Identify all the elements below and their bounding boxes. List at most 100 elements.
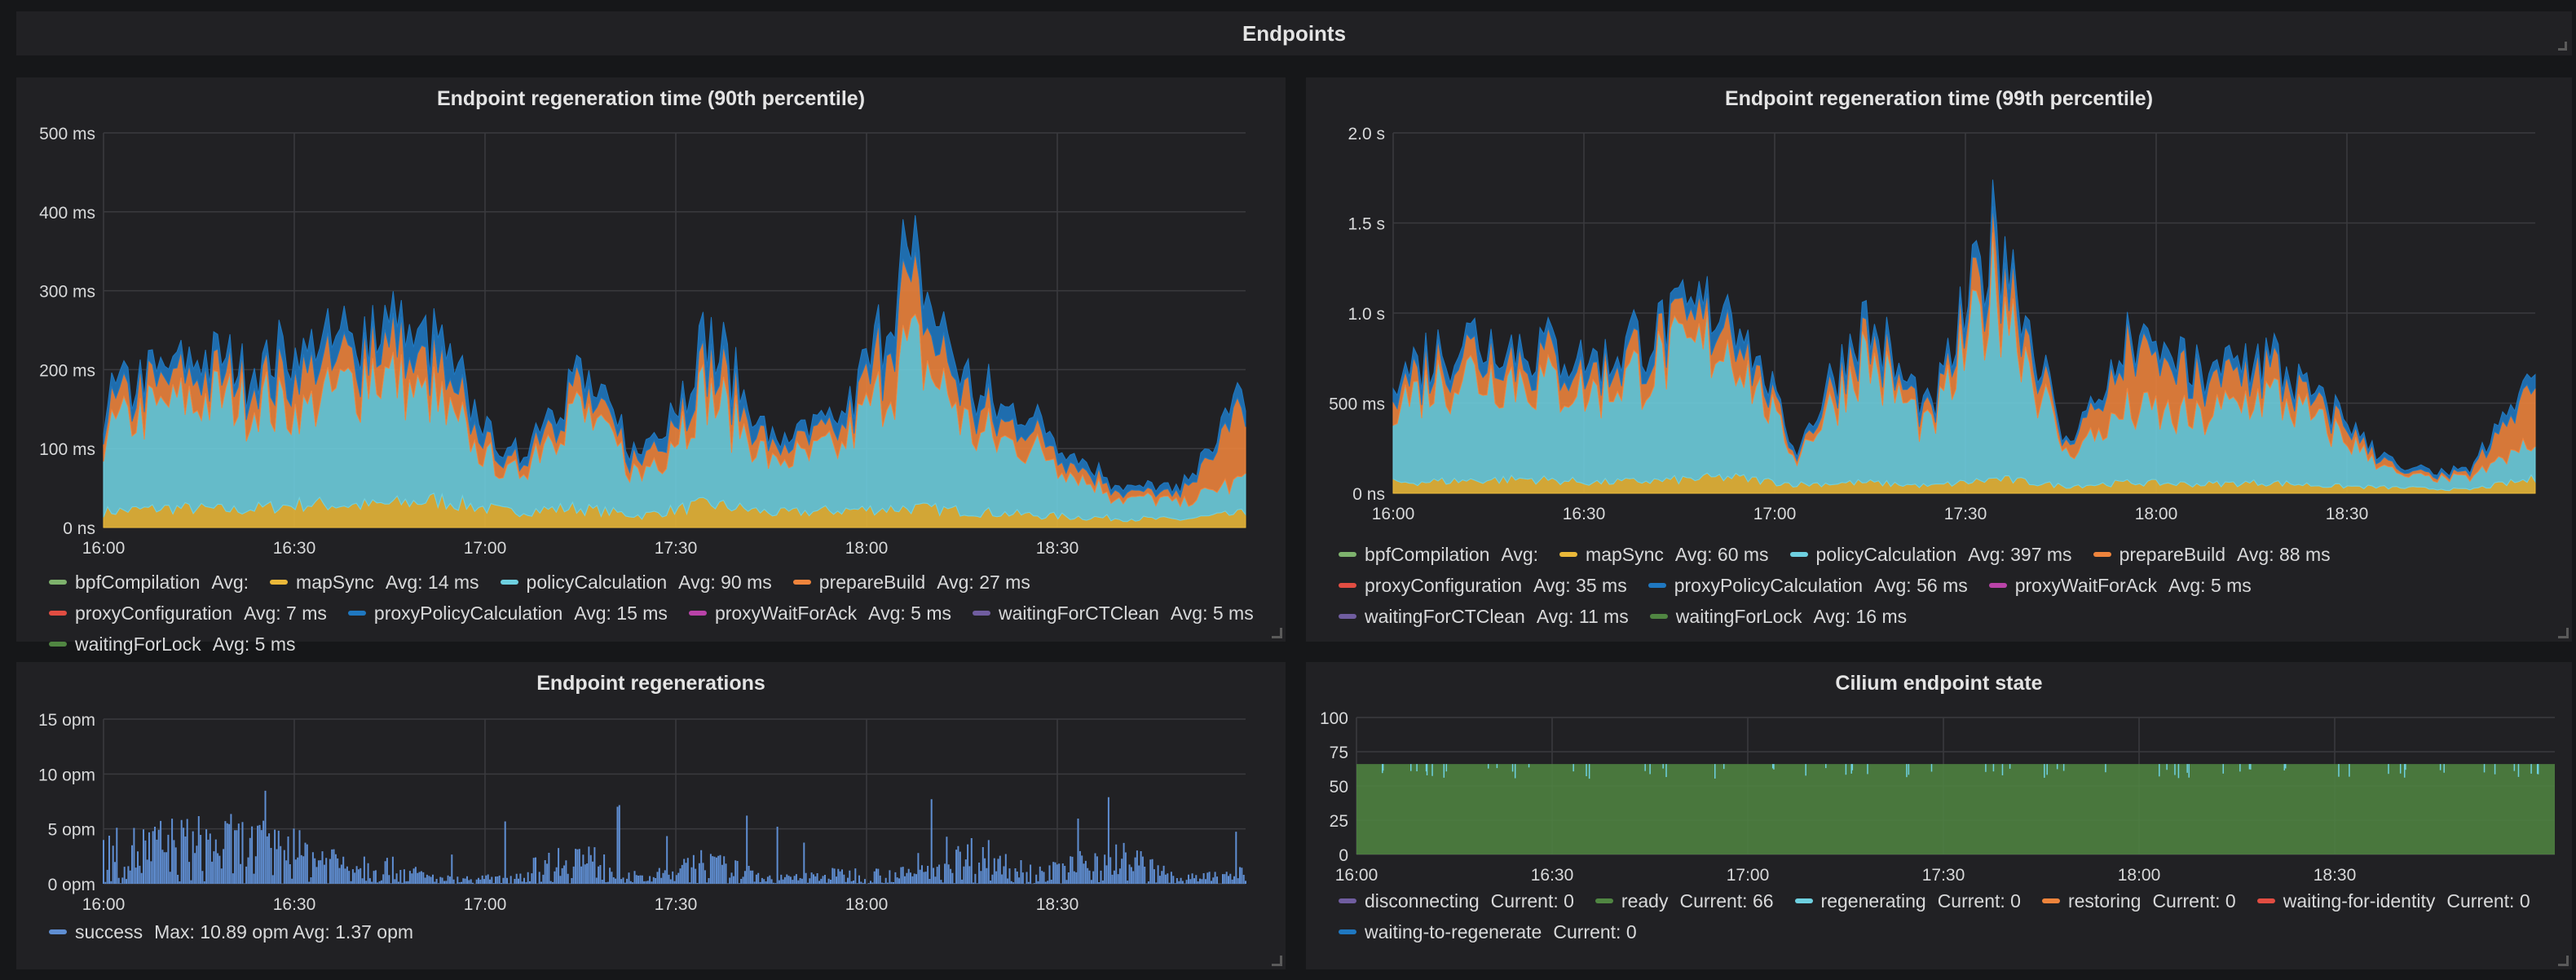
x-tick-label: 18:30	[2314, 866, 2357, 885]
legend-item-proxyWaitForAck[interactable]: proxyWaitForAck Avg: 5 ms	[688, 598, 952, 629]
panel-state[interactable]: Cilium endpoint state 100 75 50 25 0 16:00 16:…	[1306, 662, 2572, 969]
legend-swatch	[2256, 898, 2275, 903]
legend-item-disconnecting[interactable]: disconnecting Current: 0	[1339, 885, 1574, 916]
legend-item-waitingForLock[interactable]: waitingForLock Avg: 16 ms	[1649, 601, 1908, 632]
legend-stat: Avg: 7 ms	[244, 603, 327, 624]
legend-item-success[interactable]: success Max: 10.89 opm Avg: 1.37 opm	[49, 916, 413, 947]
y-tick-label: 100 ms	[39, 440, 95, 459]
row-header-endpoints[interactable]: Endpoints	[16, 11, 2572, 55]
x-tick-label: 17:30	[1944, 505, 1987, 523]
y-tick-label: 10 opm	[38, 766, 95, 784]
legend-stat: Current: 0	[1553, 921, 1637, 942]
legend-stat: Avg: 56 ms	[1874, 575, 1968, 596]
legend-item-proxyConfiguration[interactable]: proxyConfiguration Avg: 35 ms	[1339, 570, 1627, 601]
legend-stat: Max: 10.89 opm Avg: 1.37 opm	[154, 921, 414, 942]
legend-stat: Avg: 5 ms	[868, 603, 952, 624]
series-area-proxyPolicyCalculation	[1392, 179, 2536, 480]
x-tick-label: 17:30	[1922, 866, 1965, 885]
legend-item-waiting-to-regenerate[interactable]: waiting-to-regenerate Current: 0	[1339, 916, 1637, 947]
resize-handle[interactable]	[1272, 956, 1282, 966]
row-resize-handle[interactable]	[2558, 42, 2567, 51]
x-tick-label: 17:00	[464, 895, 507, 914]
legend-swatch	[1789, 552, 1808, 557]
legend-label: regenerating	[1820, 890, 1926, 912]
legend-label: policyCalculation	[1815, 544, 1957, 565]
legend-label: prepareBuild	[818, 572, 926, 593]
legend-label: proxyPolicyCalculation	[373, 603, 563, 624]
legend-stat: Avg: 16 ms	[1813, 606, 1908, 627]
legend-stat: Current: 0	[2152, 890, 2236, 912]
y-tick-label: 25	[1330, 812, 1348, 831]
legend-stat: Avg:	[211, 572, 249, 593]
legend-item-proxyConfiguration[interactable]: proxyConfiguration Avg: 7 ms	[49, 598, 327, 629]
legend-stat: Avg: 60 ms	[1674, 544, 1769, 565]
legend-stat: Avg: 15 ms	[574, 603, 668, 624]
legend-swatch	[1649, 614, 1668, 619]
legend-swatch	[1339, 929, 1356, 934]
legend-item-bpfCompilation[interactable]: bpfCompilation Avg:	[49, 567, 249, 598]
legend-item-policyCalculation[interactable]: policyCalculation Avg: 90 ms	[500, 567, 772, 598]
x-tick-label: 18:30	[1036, 895, 1079, 914]
y-tick-label: 0 ns	[63, 519, 95, 538]
legend-swatch	[1595, 898, 1613, 903]
legend-item-prepareBuild[interactable]: prepareBuild Avg: 27 ms	[792, 567, 1030, 598]
legend-item-policyCalculation[interactable]: policyCalculation Avg: 397 ms	[1789, 539, 2072, 570]
legend-swatch	[1794, 898, 1813, 903]
legend-swatch	[347, 611, 366, 616]
y-tick-label: 0	[1339, 846, 1348, 865]
legend-swatch	[1339, 898, 1356, 903]
legend-item-regenerating[interactable]: regenerating Current: 0	[1794, 885, 2021, 916]
legend-label: mapSync	[1586, 544, 1664, 565]
legend-label: bpfCompilation	[1365, 544, 1490, 565]
legend-label: disconnecting	[1365, 890, 1480, 912]
legend-item-waiting-for-identity[interactable]: waiting-for-identity Current: 0	[2256, 885, 2530, 916]
legend-item-mapSync[interactable]: mapSync Avg: 14 ms	[270, 567, 479, 598]
row-title: Endpoints	[1242, 20, 1347, 46]
y-tick-label: 200 ms	[39, 361, 95, 380]
legend-swatch	[792, 580, 811, 585]
legend-label: proxyWaitForAck	[714, 603, 858, 624]
legend-item-proxyPolicyCalculation[interactable]: proxyPolicyCalculation Avg: 56 ms	[1647, 570, 1968, 601]
legend-state: disconnecting Current: 0 ready Current: 66 r…	[1339, 885, 2556, 947]
legend-item-restoring[interactable]: restoring Current: 0	[2041, 885, 2236, 916]
x-tick-label: 17:30	[655, 895, 698, 914]
legend-item-ready[interactable]: ready Current: 66	[1595, 885, 1774, 916]
x-tick-label: 18:30	[2326, 505, 2369, 523]
legend-item-waitingForCTClean[interactable]: waitingForCTClean Avg: 11 ms	[1339, 601, 1629, 632]
x-tick-label: 16:30	[1563, 505, 1606, 523]
legend-swatch	[1339, 583, 1356, 588]
resize-handle[interactable]	[2558, 628, 2569, 638]
resize-handle[interactable]	[2558, 956, 2569, 966]
panel-title: Endpoint regenerations	[536, 672, 765, 695]
legend-item-waitingForLock[interactable]: waitingForLock Avg: 5 ms	[49, 629, 296, 660]
legend-swatch	[500, 580, 518, 585]
y-tick-label: 15 opm	[38, 711, 95, 730]
panel-regen[interactable]: Endpoint regenerations 15 opm 10 opm 5 opm…	[16, 662, 1286, 969]
legend-swatch	[1339, 614, 1356, 619]
legend-item-prepareBuild[interactable]: prepareBuild Avg: 88 ms	[2093, 539, 2331, 570]
legend-item-waitingForCTClean[interactable]: waitingForCTClean Avg: 5 ms	[973, 598, 1254, 629]
legend-swatch	[2093, 552, 2111, 557]
legend-item-proxyPolicyCalculation[interactable]: proxyPolicyCalculation Avg: 15 ms	[347, 598, 668, 629]
y-tick-label: 5 opm	[48, 821, 95, 840]
legend-p90: bpfCompilation Avg: mapSync Avg: 14 ms polic…	[49, 567, 1269, 660]
legend-label: waiting-for-identity	[2283, 890, 2436, 912]
panel-p99[interactable]: Endpoint regeneration time (99th percent…	[1306, 77, 2572, 642]
x-tick-label: 16:30	[273, 539, 316, 558]
legend-item-mapSync[interactable]: mapSync Avg: 60 ms	[1559, 539, 1769, 570]
legend-label: success	[75, 921, 143, 942]
panel-p90[interactable]: Endpoint regeneration time (90th percent…	[16, 77, 1286, 655]
y-tick-label: 2.0 s	[1348, 125, 1385, 143]
legend-swatch	[270, 580, 289, 585]
legend-label: mapSync	[296, 572, 374, 593]
legend-swatch	[49, 580, 67, 585]
x-tick-label: 18:00	[845, 895, 889, 914]
legend-item-bpfCompilation[interactable]: bpfCompilation Avg:	[1339, 539, 1538, 570]
legend-item-proxyWaitForAck[interactable]: proxyWaitForAck Avg: 5 ms	[1988, 570, 2252, 601]
chart-state[interactable]: 100 75 50 25 016:00 16:30 17:00 17:30 18:00 18:30	[1306, 662, 2572, 890]
resize-handle[interactable]	[1272, 628, 1282, 638]
y-tick-label: 0 opm	[48, 876, 95, 894]
